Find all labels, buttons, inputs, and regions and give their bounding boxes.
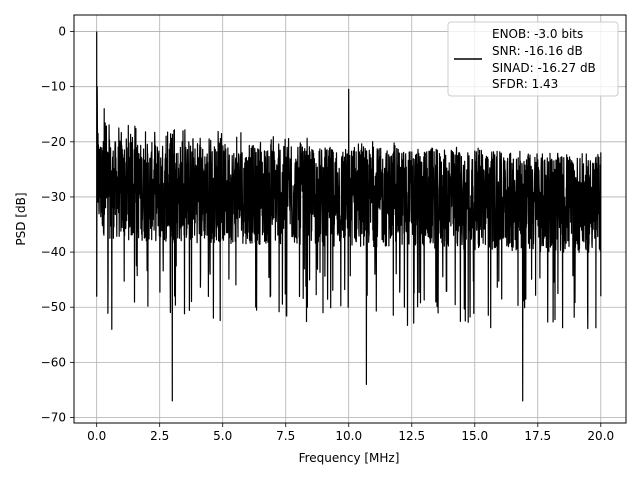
legend-line-sfdr: SFDR: 1.43 <box>492 77 558 91</box>
y-tick-label: −70 <box>41 410 66 424</box>
y-axis-ticks: 0 −10 −20 −30 −40 −50 −60 −70 <box>41 25 74 424</box>
legend-line-enob: ENOB: -3.0 bits <box>492 27 583 41</box>
legend: ENOB: -3.0 bits SNR: -16.16 dB SINAD: -1… <box>447 21 619 97</box>
legend-line-snr: SNR: -16.16 dB <box>492 44 583 58</box>
x-axis-ticks: 0.0 2.5 5.0 7.5 10.0 12.5 15.0 17.5 20.0 <box>87 423 614 443</box>
series-psd <box>96 31 602 402</box>
x-tick-label: 7.5 <box>276 429 295 443</box>
x-tick-label: 10.0 <box>335 429 362 443</box>
x-tick-label: 5.0 <box>213 429 232 443</box>
y-tick-label: −10 <box>41 80 66 94</box>
legend-box <box>447 21 619 97</box>
legend-line-sinad: SINAD: -16.27 dB <box>492 61 596 75</box>
x-tick-label: 0.0 <box>87 429 106 443</box>
x-tick-label: 2.5 <box>150 429 169 443</box>
x-tick-label: 12.5 <box>398 429 425 443</box>
y-tick-label: −50 <box>41 300 66 314</box>
x-axis-label: Frequency [MHz] <box>299 451 400 465</box>
y-tick-label: −40 <box>41 245 66 259</box>
y-tick-label: −60 <box>41 355 66 369</box>
plot-frame <box>73 14 627 424</box>
psd-trace-line <box>96 31 602 402</box>
y-axis-label: PSD [dB] <box>14 192 28 245</box>
y-tick-label: 0 <box>58 25 66 39</box>
y-tick-label: −20 <box>41 135 66 149</box>
y-tick-label: −30 <box>41 190 66 204</box>
x-tick-label: 17.5 <box>524 429 551 443</box>
x-tick-label: 15.0 <box>461 429 488 443</box>
x-tick-label: 20.0 <box>587 429 614 443</box>
